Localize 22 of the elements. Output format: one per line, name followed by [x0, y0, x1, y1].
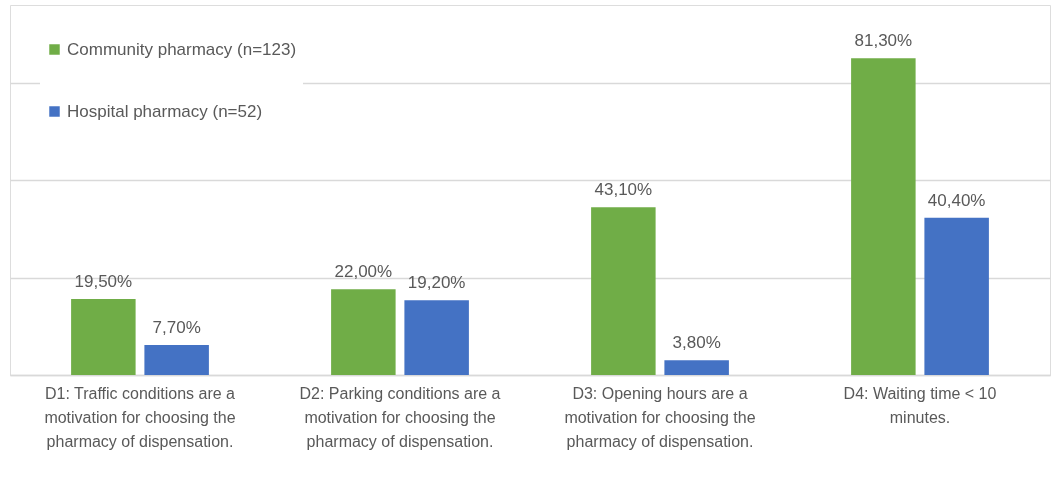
x-tick-label: D1: Traffic conditions are a motivation for choosing the pharmacy of dispensation. — [44, 384, 236, 450]
bar — [71, 299, 136, 375]
x-tick-label: D3: Opening hours are a motivation for choosing the pharmacy of dispensation. — [564, 384, 756, 450]
data-label: 81,30% — [854, 31, 913, 51]
data-label: 7,70% — [152, 318, 201, 338]
data-label: 22,00% — [334, 262, 393, 282]
legend-label: Hospital pharmacy (n=52) — [67, 101, 263, 121]
legend-label: Community pharmacy (n=123) — [67, 39, 297, 59]
bar — [404, 300, 469, 375]
bar — [851, 58, 916, 375]
data-label: 19,50% — [74, 272, 133, 292]
x-tick-label: D4: Waiting time < 10 minutes. — [843, 384, 997, 426]
data-label: 19,20% — [407, 273, 466, 293]
bar — [144, 345, 209, 375]
data-label: 3,80% — [672, 333, 721, 353]
bar — [331, 289, 396, 375]
bar — [664, 360, 729, 375]
bar — [924, 217, 989, 375]
data-label: 40,40% — [927, 190, 986, 210]
x-tick-label: D2: Parking conditions are a motivation for choosing the pharmacy of dispensation. — [299, 384, 501, 450]
data-label: 43,10% — [594, 180, 653, 200]
bar — [591, 207, 656, 375]
